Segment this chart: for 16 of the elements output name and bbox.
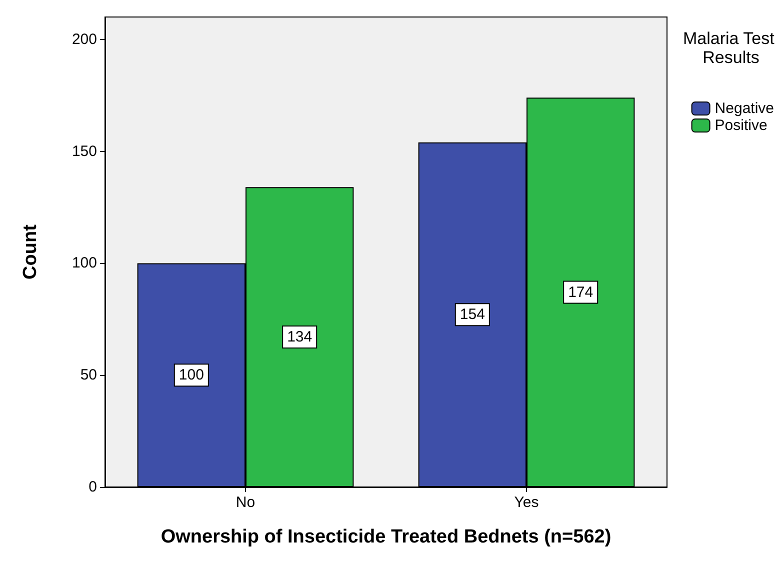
x-tick-label: No <box>236 494 256 511</box>
data-label: 134 <box>287 328 312 346</box>
y-tick-label: 200 <box>72 30 97 48</box>
legend-label: Positive <box>714 117 768 134</box>
x-axis-title: Ownership of Insecticide Treated Bednets (n=562) <box>160 526 612 548</box>
y-tick-label: 0 <box>88 478 97 496</box>
y-tick-label: 100 <box>72 254 97 272</box>
data-label: 100 <box>178 366 204 384</box>
y-axis-title: Count <box>20 224 41 280</box>
legend-label: Negative <box>714 100 774 117</box>
legend-title: Malaria Test Results <box>682 29 780 67</box>
y-tick-label: 50 <box>80 366 97 384</box>
data-label: 174 <box>568 284 594 301</box>
y-tick-label: 150 <box>72 142 97 160</box>
x-tick-label: Yes <box>514 494 539 511</box>
data-label: 154 <box>460 306 485 324</box>
